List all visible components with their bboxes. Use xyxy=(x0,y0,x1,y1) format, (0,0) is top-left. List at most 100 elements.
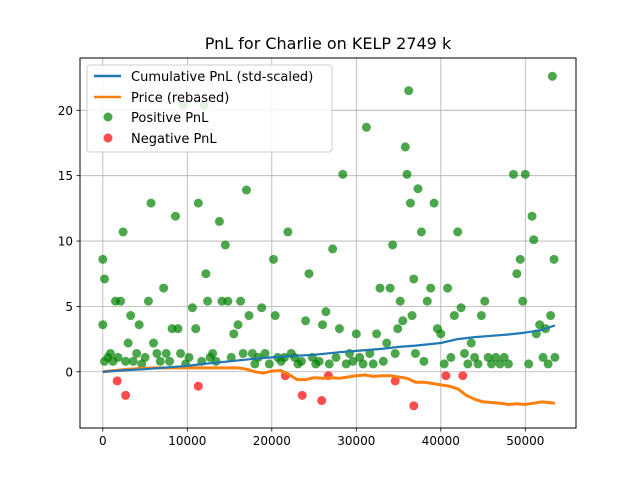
positive-pnl-point xyxy=(495,359,505,369)
positive-pnl-point xyxy=(229,329,239,339)
positive-pnl-point xyxy=(257,303,267,313)
y-tick-label: 5 xyxy=(65,300,73,314)
positive-pnl-point xyxy=(121,356,131,366)
positive-pnl-point xyxy=(341,359,351,369)
positive-pnl-point xyxy=(270,311,280,321)
positive-pnl-point xyxy=(466,338,476,348)
positive-pnl-point xyxy=(405,198,415,208)
negative-pnl-point xyxy=(193,381,203,391)
positive-pnl-point xyxy=(515,254,525,264)
positive-pnl-point xyxy=(449,311,459,321)
positive-pnl-point xyxy=(538,352,548,362)
positive-pnl-point xyxy=(268,254,278,264)
legend-label-price: Price (rebased) xyxy=(131,91,229,106)
positive-pnl-point xyxy=(220,240,230,250)
positive-pnl-point xyxy=(203,296,213,306)
y-tick-label: 20 xyxy=(58,104,73,118)
positive-pnl-point xyxy=(134,320,144,330)
positive-pnl-point xyxy=(241,185,251,195)
positive-pnl-point xyxy=(214,216,224,226)
positive-pnl-point xyxy=(459,348,469,358)
positive-pnl-point xyxy=(334,324,344,334)
positive-pnl-point xyxy=(404,86,414,96)
positive-pnl-point xyxy=(173,324,183,334)
positive-pnl-point xyxy=(187,303,197,313)
positive-pnl-point xyxy=(426,283,436,293)
positive-pnl-point xyxy=(264,359,274,369)
y-tick-label: 15 xyxy=(58,169,73,183)
positive-pnl-point xyxy=(388,240,398,250)
positive-pnl-point xyxy=(132,348,142,358)
positive-pnl-point xyxy=(456,303,466,313)
positive-pnl-point xyxy=(226,352,236,362)
positive-pnl-point xyxy=(413,184,423,194)
positive-pnl-point xyxy=(547,71,557,81)
positive-pnl-point xyxy=(155,356,165,366)
positive-pnl-point xyxy=(358,359,368,369)
positive-pnl-point xyxy=(170,211,180,221)
positive-pnl-point xyxy=(527,211,537,221)
positive-pnl-point xyxy=(100,274,110,284)
positive-pnl-point xyxy=(439,359,449,369)
positive-pnl-point xyxy=(143,296,153,306)
positive-pnl-point xyxy=(549,254,559,264)
positive-pnl-point xyxy=(480,296,490,306)
positive-pnl-point xyxy=(365,348,375,358)
positive-pnl-point xyxy=(368,359,378,369)
positive-pnl-point xyxy=(473,359,483,369)
positive-pnl-point xyxy=(487,359,497,369)
positive-pnl-point xyxy=(126,311,136,321)
positive-pnl-point xyxy=(429,198,439,208)
positive-pnl-point xyxy=(529,235,539,245)
positive-pnl-point xyxy=(348,356,358,366)
positive-pnl-point xyxy=(193,198,203,208)
price-rebased-line xyxy=(102,366,556,406)
chart-title: PnL for Charlie on KELP 2749 k xyxy=(205,34,452,53)
positive-pnl-point xyxy=(361,122,371,132)
positive-pnl-point xyxy=(422,296,432,306)
y-tick-label: 10 xyxy=(58,235,73,249)
positive-pnl-point xyxy=(159,283,169,293)
positive-pnl-point xyxy=(550,352,560,362)
series-layer xyxy=(98,71,560,411)
legend-label-cumulative: Cumulative PnL (std-scaled) xyxy=(131,70,313,85)
positive-pnl-point xyxy=(520,169,530,179)
positive-pnl-point xyxy=(116,296,126,306)
positive-pnl-point xyxy=(123,338,133,348)
negative-pnl-point xyxy=(390,376,400,386)
positive-pnl-point xyxy=(128,356,138,366)
positive-pnl-point xyxy=(191,324,201,334)
positive-pnl-point xyxy=(419,356,429,366)
negative-pnl-point xyxy=(441,371,451,381)
positive-pnl-point xyxy=(149,338,159,348)
positive-pnl-point xyxy=(400,142,410,152)
x-tick-label: 10000 xyxy=(168,434,206,448)
positive-pnl-point xyxy=(518,296,528,306)
positive-pnl-point xyxy=(508,169,518,179)
positive-pnl-point xyxy=(152,348,162,358)
y-tick-label: 0 xyxy=(65,365,73,379)
plot-frame xyxy=(79,57,577,429)
positive-pnl-point xyxy=(453,227,463,237)
positive-pnl-point xyxy=(176,348,186,358)
positive-pnl-point xyxy=(161,348,171,358)
positive-pnl-point xyxy=(443,283,453,293)
positive-pnl-point xyxy=(118,227,128,237)
positive-pnl-point xyxy=(385,283,395,293)
positive-pnl-point xyxy=(410,348,420,358)
positive-pnl-point xyxy=(372,329,382,339)
positive-pnl-point xyxy=(476,311,486,321)
legend-box xyxy=(86,64,333,153)
positive-pnl-point xyxy=(304,269,314,279)
positive-pnl-point xyxy=(301,316,311,326)
legend-marker-negative xyxy=(103,133,113,143)
positive-pnl-point xyxy=(351,329,361,339)
positive-pnl-point xyxy=(98,254,108,264)
x-tick-label: 0 xyxy=(99,434,107,448)
positive-pnl-point xyxy=(407,311,417,321)
legend-label-positive: Positive PnL xyxy=(131,111,209,126)
negative-pnl-point xyxy=(317,396,327,406)
positive-pnl-point xyxy=(446,352,456,362)
positive-pnl-point xyxy=(512,269,522,279)
positive-pnl-point xyxy=(393,324,403,334)
